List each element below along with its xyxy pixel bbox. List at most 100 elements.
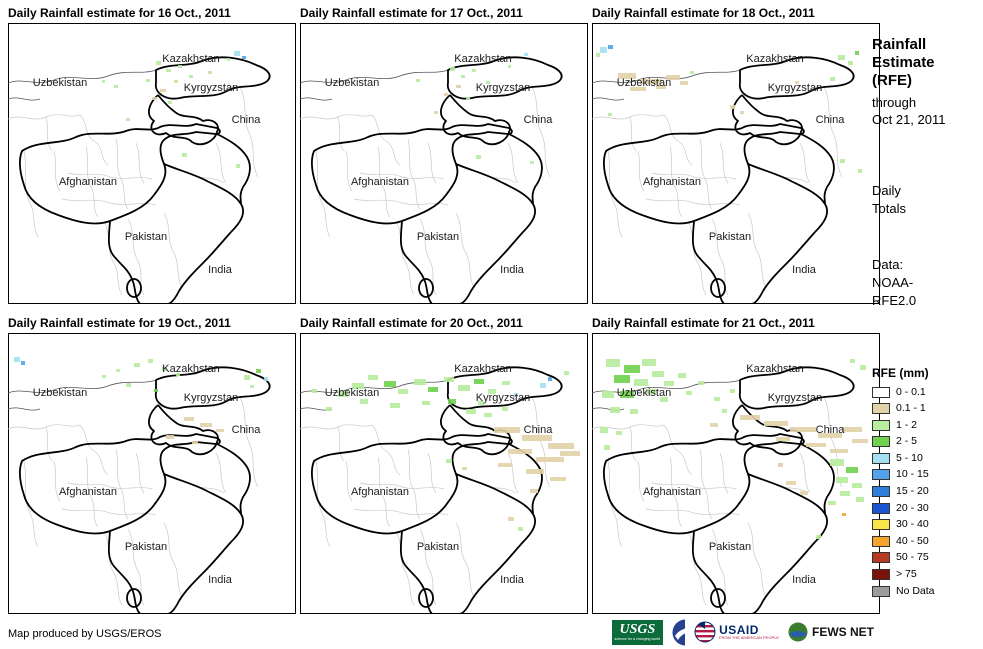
country-label-india: India bbox=[792, 574, 817, 586]
usaid-logo-tagline: FROM THE AMERICAN PEOPLE bbox=[719, 635, 779, 640]
legend-swatch bbox=[872, 486, 890, 498]
country-label-pakistan: Pakistan bbox=[709, 231, 751, 243]
rainfall-map: Kazakhstan Uzbekistan Kyrgyzstan China A… bbox=[8, 23, 296, 304]
country-label-china: China bbox=[524, 424, 554, 436]
country-label-kazakhstan: Kazakhstan bbox=[746, 53, 803, 65]
legend-label: 30 - 40 bbox=[896, 518, 929, 531]
legend-item: > 75 bbox=[872, 569, 980, 581]
sidebar-through-label: through bbox=[872, 95, 917, 110]
country-label-afghanistan: Afghanistan bbox=[351, 176, 409, 188]
map-panel-20-oct: Daily Rainfall estimate for 20 Oct., 201… bbox=[300, 316, 588, 614]
country-label-kyrgyzstan: Kyrgyzstan bbox=[768, 392, 822, 404]
country-label-china: China bbox=[232, 114, 262, 126]
country-label-afghanistan: Afghanistan bbox=[643, 486, 701, 498]
country-label-uzbekistan: Uzbekistan bbox=[33, 77, 87, 89]
legend-item: 10 - 15 bbox=[872, 469, 980, 481]
globe-icon bbox=[788, 622, 808, 642]
country-labels: Kazakhstan Uzbekistan Kyrgyzstan China A… bbox=[617, 363, 845, 586]
legend-swatch bbox=[872, 535, 890, 547]
legend-swatch bbox=[872, 469, 890, 481]
map-panel-19-oct: Daily Rainfall estimate for 19 Oct., 201… bbox=[8, 316, 296, 614]
sidebar-title-line: Rainfall bbox=[872, 36, 927, 53]
partner-logos: USGS science for a changing world bbox=[612, 617, 874, 647]
legend-swatch bbox=[872, 419, 890, 431]
rainfall-map: Kazakhstan Uzbekistan Kyrgyzstan China A… bbox=[300, 333, 588, 614]
legend-label: 20 - 30 bbox=[896, 501, 929, 514]
fewsnet-logo-text: FEWS NET bbox=[812, 625, 874, 639]
usaid-logo: USAID FROM THE AMERICAN PEOPLE bbox=[694, 621, 779, 643]
rainfall-overlay bbox=[416, 53, 534, 164]
legend-swatch bbox=[872, 386, 890, 398]
legend-label: 40 - 50 bbox=[896, 534, 929, 547]
map-title: Daily Rainfall estimate for 20 Oct., 201… bbox=[300, 316, 523, 330]
map-title: Daily Rainfall estimate for 16 Oct., 201… bbox=[8, 6, 231, 20]
sidebar-title-line: Estimate bbox=[872, 54, 935, 71]
country-label-india: India bbox=[208, 264, 233, 276]
sidebar-period-line: Daily bbox=[872, 183, 901, 198]
country-label-kyrgyzstan: Kyrgyzstan bbox=[184, 392, 238, 404]
legend-swatch bbox=[872, 502, 890, 514]
country-label-india: India bbox=[792, 264, 817, 276]
map-title: Daily Rainfall estimate for 19 Oct., 201… bbox=[8, 316, 231, 330]
country-label-afghanistan: Afghanistan bbox=[59, 176, 117, 188]
rainfall-overlay bbox=[600, 359, 868, 539]
noaa-logo bbox=[672, 619, 686, 645]
legend-item: 5 - 10 bbox=[872, 452, 980, 464]
usaid-emblem-icon bbox=[694, 621, 716, 643]
legend-item: 20 - 30 bbox=[872, 502, 980, 514]
legend-label: 10 - 15 bbox=[896, 468, 929, 481]
legend-swatch bbox=[872, 552, 890, 564]
country-label-afghanistan: Afghanistan bbox=[351, 486, 409, 498]
legend-label: 50 - 75 bbox=[896, 551, 929, 564]
legend-title: RFE (mm) bbox=[872, 366, 929, 380]
country-label-pakistan: Pakistan bbox=[709, 541, 751, 553]
legend-label: 0.1 - 1 bbox=[896, 402, 926, 415]
usaid-logo-text: USAID bbox=[719, 623, 759, 637]
legend-item: 0.1 - 1 bbox=[872, 403, 980, 415]
rainfall-overlay bbox=[102, 51, 246, 168]
info-sidebar: Rainfall Estimate (RFE) through Oct 21, … bbox=[872, 0, 980, 649]
map-panel-17-oct: Daily Rainfall estimate for 17 Oct., 201… bbox=[300, 6, 588, 304]
legend-label: 1 - 2 bbox=[896, 418, 918, 431]
country-label-kyrgyzstan: Kyrgyzstan bbox=[476, 392, 530, 404]
country-label-india: India bbox=[500, 574, 525, 586]
sidebar-through-date: through Oct 21, 2011 bbox=[872, 94, 945, 128]
country-label-afghanistan: Afghanistan bbox=[59, 486, 117, 498]
map-title: Daily Rainfall estimate for 18 Oct., 201… bbox=[592, 6, 815, 20]
sidebar-data-source: Data: NOAA- RFE2.0 bbox=[872, 256, 916, 310]
sidebar-data-line: Data: bbox=[872, 257, 904, 272]
country-label-afghanistan: Afghanistan bbox=[643, 176, 701, 188]
country-label-uzbekistan: Uzbekistan bbox=[325, 77, 379, 89]
country-labels: Kazakhstan Uzbekistan Kyrgyzstan China A… bbox=[325, 53, 553, 276]
legend-item: 50 - 75 bbox=[872, 552, 980, 564]
legend-swatch bbox=[872, 585, 890, 597]
country-label-kyrgyzstan: Kyrgyzstan bbox=[768, 82, 822, 94]
country-label-kazakhstan: Kazakhstan bbox=[162, 363, 219, 375]
legend-item: 30 - 40 bbox=[872, 519, 980, 531]
country-labels: Kazakhstan Uzbekistan Kyrgyzstan China A… bbox=[325, 363, 553, 586]
sidebar-period-line: Totals bbox=[872, 201, 906, 216]
map-panel-21-oct: Daily Rainfall estimate for 21 Oct., 201… bbox=[592, 316, 880, 614]
usaid-text-block: USAID FROM THE AMERICAN PEOPLE bbox=[719, 624, 779, 640]
legend-label: No Data bbox=[896, 584, 935, 597]
rainfall-map: Kazakhstan Uzbekistan Kyrgyzstan China A… bbox=[8, 333, 296, 614]
usgs-logo-tagline: science for a changing world bbox=[614, 636, 661, 641]
rainfall-overlay bbox=[14, 357, 268, 444]
country-labels: Kazakhstan Uzbekistan Kyrgyzstan China A… bbox=[33, 363, 261, 586]
map-panel-16-oct: Daily Rainfall estimate for 16 Oct., 201… bbox=[8, 6, 296, 304]
country-label-india: India bbox=[500, 264, 525, 276]
usgs-logo-text: USGS bbox=[619, 622, 656, 637]
sidebar-data-line: RFE2.0 bbox=[872, 293, 917, 308]
country-label-kazakhstan: Kazakhstan bbox=[454, 53, 511, 65]
legend-label: 15 - 20 bbox=[896, 485, 929, 498]
country-label-china: China bbox=[524, 114, 554, 126]
rainfall-map: Kazakhstan Uzbekistan Kyrgyzstan China A… bbox=[300, 23, 588, 304]
country-label-uzbekistan: Uzbekistan bbox=[617, 387, 671, 399]
rainfall-map: Kazakhstan Uzbekistan Kyrgyzstan China A… bbox=[592, 333, 880, 614]
legend: RFE (mm) 0 - 0.1 0.1 - 1 1 - 2 2 - 5 5 - 10 1… bbox=[872, 366, 980, 602]
legend-item: No Data bbox=[872, 585, 980, 597]
legend-item: 15 - 20 bbox=[872, 486, 980, 498]
country-label-china: China bbox=[816, 424, 846, 436]
sidebar-data-line: NOAA- bbox=[872, 275, 914, 290]
